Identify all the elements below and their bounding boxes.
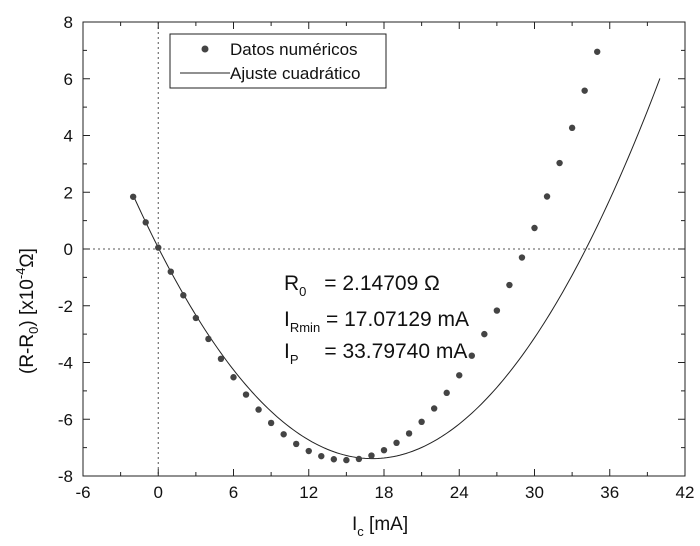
y-tick-label: -4 (58, 354, 73, 373)
data-point (568, 124, 576, 132)
data-point (493, 307, 501, 314)
legend-label-datos-numericos: Datos numéricos (230, 40, 358, 59)
y-tick-label: 6 (64, 70, 73, 89)
y-tick-label: 0 (64, 240, 73, 259)
data-point (368, 452, 375, 459)
data-point (180, 292, 187, 299)
data-point (405, 430, 413, 437)
y-axis-title: (R-R0) [x10-4Ω] (13, 248, 41, 374)
data-point (531, 224, 538, 232)
y-tick-label: 4 (64, 127, 73, 146)
x-tick-label: 6 (229, 483, 238, 502)
x-tick-label: 36 (600, 483, 619, 502)
legend-label-ajuste-cuadratico: Ajuste cuadrático (230, 64, 360, 83)
data-point (330, 456, 338, 463)
x-tick-label: 30 (525, 483, 544, 502)
y-tick-label: -8 (58, 467, 73, 486)
data-point (242, 391, 250, 398)
annotation-irmin: IRmin = 17.07129 mA (284, 308, 469, 335)
data-point (293, 440, 300, 448)
x-tick-label: 0 (154, 483, 163, 502)
data-point (167, 268, 174, 275)
y-axis-ticks: -8 -6 -4 -2 0 2 4 6 8 (58, 13, 685, 486)
data-point (581, 87, 588, 94)
data-point (443, 389, 450, 397)
data-point (430, 405, 438, 412)
x-tick-label: 24 (450, 483, 469, 502)
data-point (594, 48, 601, 55)
y-tick-label: -2 (58, 297, 73, 316)
data-point (418, 418, 425, 426)
data-point (468, 352, 475, 359)
y-tick-label: 8 (64, 13, 73, 32)
data-point (255, 406, 262, 413)
data-point (129, 193, 137, 200)
x-axis-ticks: -6 0 6 12 18 24 30 36 42 (75, 22, 694, 502)
y-tick-label: 2 (64, 183, 73, 202)
legend-box (169, 33, 387, 89)
x-axis-title: Ic [mA] (352, 514, 408, 539)
data-point (518, 254, 526, 261)
annotation-ip: IP = 33.79740 mA (284, 340, 467, 367)
data-point (142, 219, 149, 226)
data-point (456, 372, 463, 379)
x-tick-label: 42 (676, 483, 695, 502)
series-line-ajuste-cuadratico (132, 78, 661, 460)
data-point (556, 159, 563, 167)
data-point (343, 456, 350, 464)
x-tick-label: -6 (75, 483, 90, 502)
data-point (267, 419, 275, 427)
data-point (543, 193, 551, 200)
data-point (318, 452, 325, 460)
data-point (506, 281, 513, 289)
data-point (230, 374, 237, 381)
data-point (481, 330, 488, 338)
y-tick-label: -6 (58, 410, 73, 429)
series-points-datos-numericos (129, 48, 601, 464)
data-point (393, 439, 400, 447)
data-point (217, 355, 225, 363)
legend: Datos numéricos Ajuste cuadrático (169, 33, 387, 89)
data-point (280, 431, 287, 438)
annotations: R0 = 2.14709 Ω IRmin = 17.07129 mA IP = … (284, 272, 469, 367)
data-point (155, 244, 162, 251)
data-point (192, 314, 200, 322)
annotation-r0: R0 = 2.14709 Ω (284, 272, 440, 299)
legend-marker-datos-numericos (201, 45, 209, 53)
data-point (305, 447, 312, 455)
data-point (380, 446, 388, 454)
x-tick-label: 18 (375, 483, 394, 502)
data-point (355, 455, 363, 463)
data-point (205, 335, 212, 343)
x-tick-label: 12 (299, 483, 318, 502)
